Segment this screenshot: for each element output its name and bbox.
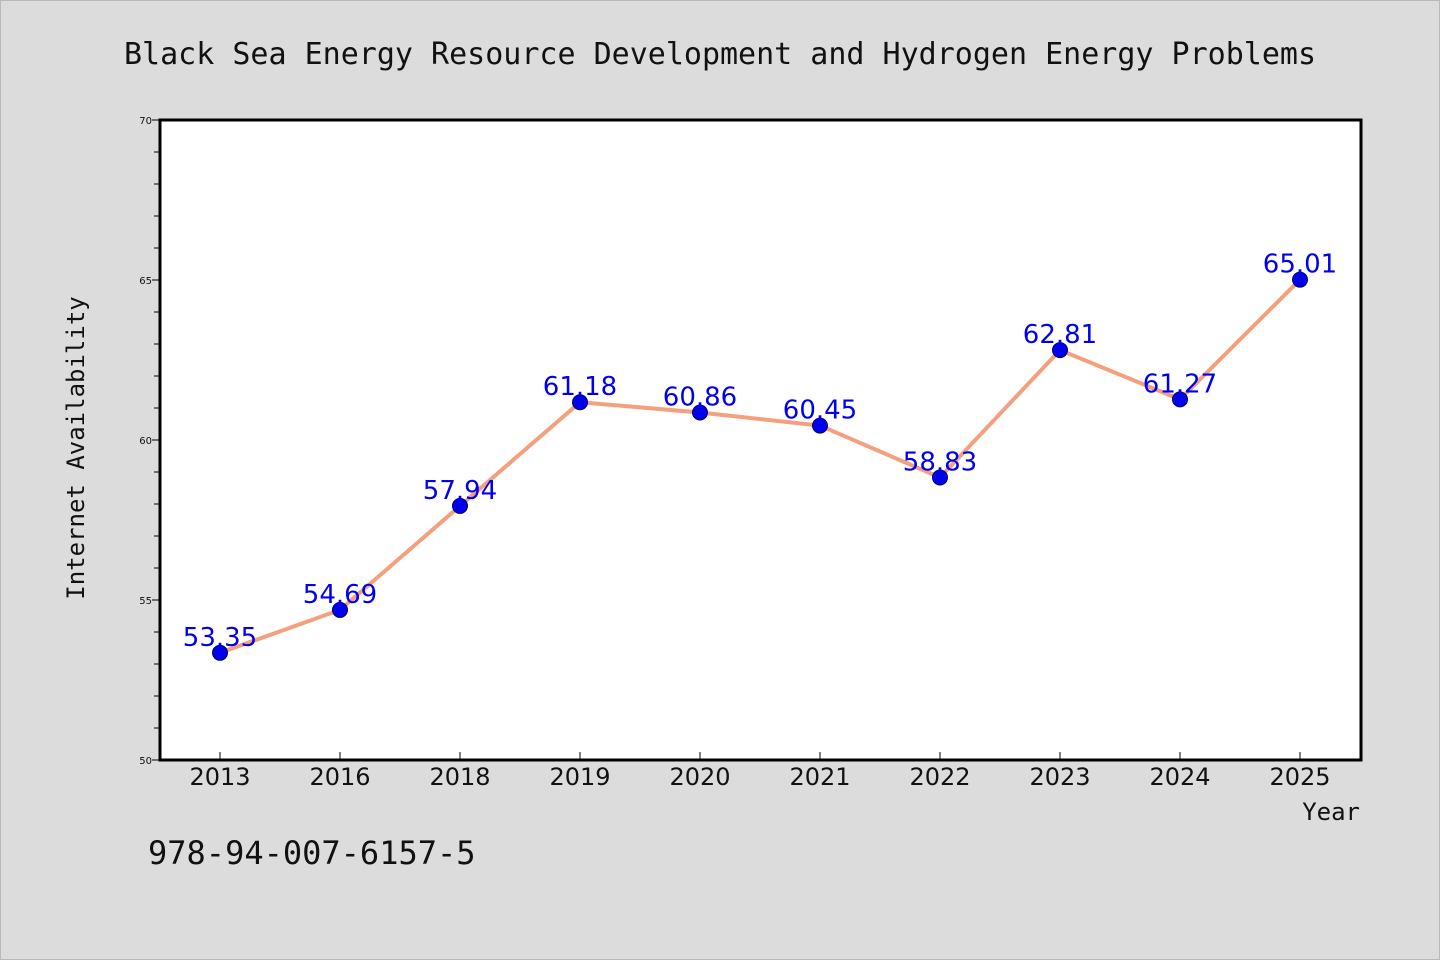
x-tick-label: 2022 <box>909 763 970 791</box>
y-tick-label: 70 <box>139 116 152 127</box>
series-line-group <box>218 277 1302 655</box>
y-axis: 50 55 60 65 70 <box>139 116 160 767</box>
y-axis-title: Internet Availability <box>62 296 90 599</box>
series-line <box>218 277 1302 655</box>
x-tick-label: 2016 <box>309 763 370 791</box>
x-tick-label: 2024 <box>1149 763 1210 791</box>
data-label: 53.35 <box>183 623 257 653</box>
data-label: 60.86 <box>663 382 737 412</box>
chart-title: Black Sea Energy Resource Development an… <box>124 37 1316 72</box>
x-tick-label: 2023 <box>1029 763 1090 791</box>
x-tick-label: 2018 <box>429 763 490 791</box>
data-point <box>1052 342 1068 359</box>
x-tick-label: 2025 <box>1269 763 1330 791</box>
x-tick-label: 2019 <box>549 763 610 791</box>
data-label: 54.69 <box>303 580 377 610</box>
y-tick-label: 60 <box>139 436 152 447</box>
data-label: 60.45 <box>783 396 857 426</box>
x-axis-title: Year <box>1302 798 1360 826</box>
data-label: 61.27 <box>1143 369 1217 399</box>
data-label: 61.18 <box>543 372 617 402</box>
data-point <box>572 394 588 411</box>
data-point <box>692 404 708 421</box>
data-point <box>812 417 828 434</box>
series-markers <box>212 271 1308 661</box>
data-point <box>452 497 468 514</box>
y-tick-label: 65 <box>139 276 152 287</box>
x-axis: 2013 2016 2018 2019 2020 2021 2022 2023 2024 2025 <box>189 752 1331 791</box>
data-label: 57.94 <box>423 476 497 506</box>
x-tick-label: 2013 <box>189 763 250 791</box>
data-label: 62.81 <box>1023 320 1097 350</box>
data-point <box>932 469 948 486</box>
x-tick-label: 2020 <box>669 763 730 791</box>
y-tick-label: 55 <box>139 596 152 607</box>
data-point <box>332 601 348 618</box>
data-point <box>1292 271 1308 288</box>
data-labels: 53.35 54.69 57.94 61.18 60.86 60.45 58.83 62.81… <box>183 250 1337 653</box>
plot-area <box>158 118 1363 762</box>
isbn-text: 978-94-007-6157-5 <box>148 834 476 872</box>
data-point <box>1172 391 1188 408</box>
data-point <box>212 644 228 661</box>
x-tick-label: 2021 <box>789 763 850 791</box>
y-tick-label: 50 <box>139 756 152 767</box>
data-label: 58.83 <box>903 447 977 477</box>
data-label: 65.01 <box>1263 250 1337 280</box>
